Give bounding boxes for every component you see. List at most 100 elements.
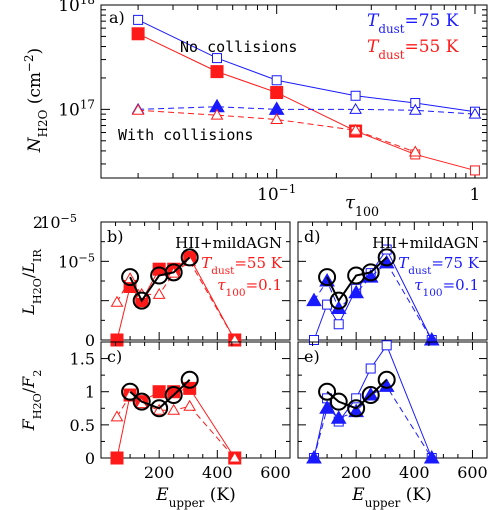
data-point	[210, 65, 224, 79]
series-line	[313, 248, 433, 341]
data-point	[268, 101, 285, 115]
data-point	[377, 248, 396, 267]
x-tick-label: 200	[341, 463, 372, 482]
text-span: H2O	[36, 109, 50, 137]
y-tick-label: 1018	[58, 0, 95, 16]
panel-label: c)	[107, 347, 122, 366]
text-span: dust	[408, 265, 432, 277]
data-point	[167, 403, 181, 415]
y-axis-label: NH2O (cm−2)	[22, 48, 50, 153]
text-span: τ	[345, 192, 356, 213]
text-span: −1	[279, 182, 297, 196]
data-point	[110, 333, 124, 347]
x-axis-label: Eupper (K)	[351, 485, 431, 510]
data-point	[131, 103, 145, 115]
panel-label: b)	[107, 227, 123, 246]
data-point	[152, 403, 166, 415]
text-span: 2	[31, 370, 44, 377]
annotation: Tdust=55 K	[201, 254, 283, 277]
data-point	[349, 102, 362, 114]
data-point	[110, 295, 124, 307]
y-tick-label: 0.5	[70, 416, 95, 435]
text-span: )	[25, 48, 45, 55]
legend-entry: Tdust=75 K	[367, 11, 459, 36]
data-point	[152, 385, 166, 399]
data-point	[306, 292, 322, 307]
data-point	[110, 451, 124, 465]
data-point	[318, 382, 337, 401]
data-point	[361, 386, 380, 405]
x-tick-label: 200	[144, 463, 175, 482]
text-span: H2O	[31, 393, 44, 419]
text-span: N	[25, 136, 45, 153]
data-point	[228, 451, 242, 463]
text-span: T	[201, 254, 212, 272]
text-span: τ	[217, 276, 226, 294]
y-tick-label: 1	[85, 383, 95, 402]
annotation: Tdust=75 K	[398, 254, 480, 277]
text-span: 17	[80, 97, 95, 111]
panel-label: e)	[304, 347, 320, 366]
data-point	[329, 392, 348, 411]
panel-label: a)	[109, 8, 125, 27]
text-span: (K)	[204, 485, 235, 505]
text-span: τ	[414, 276, 423, 294]
data-point	[308, 335, 319, 345]
data-point	[377, 370, 396, 389]
y-tick-label: 10−5	[58, 251, 95, 272]
text-span: =0.1	[443, 276, 479, 294]
y-tick-label: 1017	[58, 97, 95, 120]
data-point	[131, 27, 145, 41]
data-point	[378, 378, 395, 392]
data-point	[152, 287, 166, 299]
data-point	[180, 248, 199, 267]
data-point	[164, 263, 183, 282]
data-point	[349, 123, 362, 135]
text-span: =55 K	[234, 254, 282, 272]
data-point	[270, 86, 284, 100]
annotation: τ100=0.1	[414, 276, 479, 299]
y-tick-label: 1.5	[70, 350, 95, 369]
text-span: 10	[257, 185, 279, 205]
data-point	[270, 112, 284, 124]
text-span: −5	[61, 212, 78, 225]
y-tick-label: 10−5	[40, 212, 77, 233]
series-line	[137, 33, 356, 132]
text-span: 100	[423, 287, 443, 299]
data-point	[132, 392, 151, 411]
text-span: T	[398, 254, 409, 272]
data-point	[121, 268, 140, 287]
text-span: 100	[355, 204, 379, 219]
data-point	[180, 370, 199, 389]
plot-frame	[100, 341, 291, 459]
text-span: (cm	[25, 72, 45, 110]
text-span: F	[19, 418, 38, 431]
data-point	[361, 263, 380, 282]
data-point	[164, 386, 183, 405]
text-span: upper	[365, 496, 401, 510]
data-point	[150, 399, 169, 418]
data-point	[347, 399, 366, 418]
text-span: E	[155, 485, 169, 505]
y-tick-label: 0	[85, 449, 95, 468]
x-tick-label: 600	[260, 463, 291, 482]
x-tick-label: 600	[457, 463, 488, 482]
data-point	[306, 450, 322, 464]
text-span: 10	[58, 100, 80, 120]
x-axis-label: τ100	[345, 192, 379, 219]
text-span: E	[351, 485, 365, 505]
data-point	[381, 340, 392, 351]
annotation: τ100=0.1	[217, 276, 282, 299]
y-axis-label: LH2O/LIR	[19, 249, 44, 316]
data-point	[333, 319, 344, 330]
x-tick-label: 400	[399, 463, 430, 482]
plot-frame	[100, 4, 488, 179]
data-point	[210, 108, 224, 120]
series-line	[137, 19, 476, 113]
data-point	[183, 399, 197, 411]
text-span: dust	[378, 48, 404, 62]
data-point	[133, 14, 144, 25]
data-point	[121, 382, 140, 401]
